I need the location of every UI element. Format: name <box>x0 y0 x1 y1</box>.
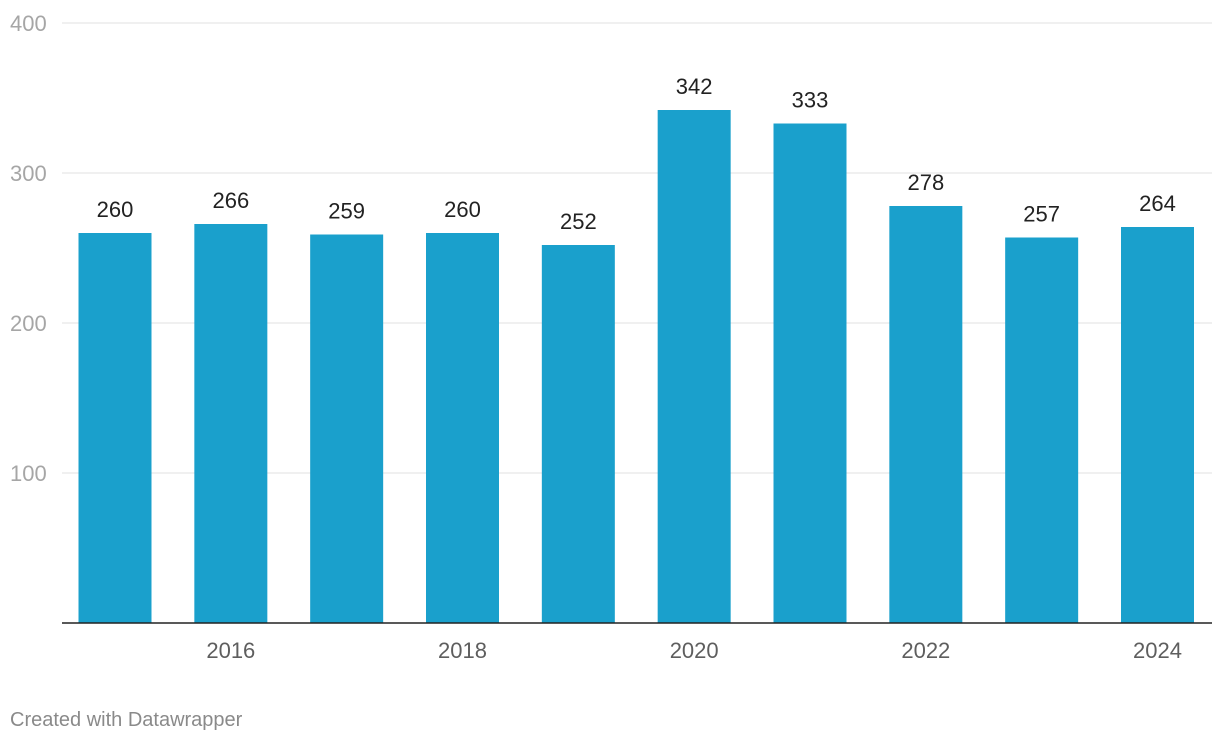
x-tick-label: 2016 <box>206 638 255 663</box>
y-tick-label: 200 <box>10 311 47 336</box>
data-label: 342 <box>676 74 713 99</box>
bar <box>1005 237 1079 623</box>
bar <box>426 233 499 623</box>
x-tick-label: 2020 <box>670 638 719 663</box>
y-tick-label: 100 <box>10 461 47 486</box>
bar <box>541 245 615 623</box>
bar <box>657 110 731 623</box>
data-label: 260 <box>444 197 481 222</box>
data-label: 259 <box>328 199 365 224</box>
bar <box>889 206 963 623</box>
credit-text: Created with Datawrapper <box>10 709 243 731</box>
y-tick-label: 400 <box>10 11 47 36</box>
bar <box>78 233 152 623</box>
bar <box>1121 227 1194 623</box>
data-label: 266 <box>212 188 249 213</box>
data-label: 264 <box>1139 191 1176 216</box>
bar <box>773 123 847 623</box>
x-tick-label: 2022 <box>901 638 950 663</box>
bar <box>310 234 384 623</box>
data-label: 252 <box>560 209 597 234</box>
bar <box>194 224 268 623</box>
data-label: 260 <box>97 197 134 222</box>
bar-chart: 100 200 300 400 260 266 259 260 252 342 333 278 257 2… <box>10 11 1212 663</box>
y-tick-label: 300 <box>10 161 47 186</box>
data-label: 278 <box>907 170 944 195</box>
x-tick-label: 2024 <box>1133 638 1182 663</box>
data-label: 257 <box>1023 202 1060 227</box>
x-tick-label: 2018 <box>438 638 487 663</box>
data-label: 333 <box>792 88 829 113</box>
